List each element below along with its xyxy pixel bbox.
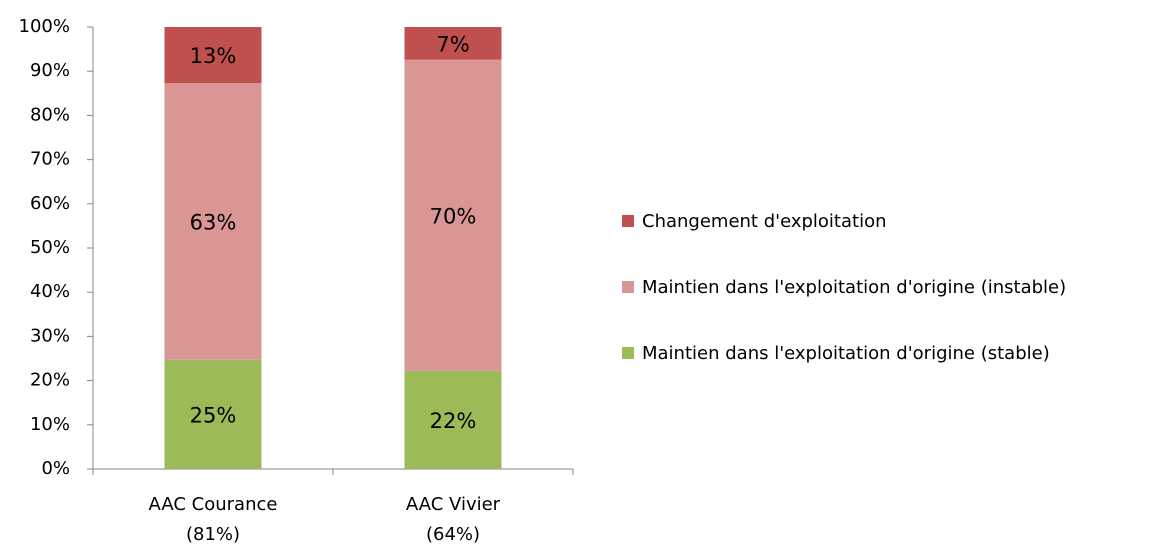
bar-segment — [164, 359, 262, 469]
legend-swatch — [622, 215, 634, 227]
data-label: 25% — [190, 403, 237, 427]
legend-label: Maintien dans l'exploitation d'origine (… — [642, 277, 1066, 298]
x-tick-label: AAC Courance (81%) — [149, 494, 278, 545]
y-tick-label: 60% — [30, 193, 70, 214]
legend-label: Changement d'exploitation — [642, 211, 887, 232]
x-tick-label: AAC Vivier (64%) — [406, 494, 501, 545]
bar-segment — [404, 27, 502, 60]
y-tick-label: 100% — [19, 16, 70, 37]
x-tick-label-line: (64%) — [426, 524, 480, 545]
y-tick-label: 0% — [41, 458, 70, 479]
legend-swatch — [622, 281, 634, 293]
legend-swatch — [622, 347, 634, 359]
y-tick-label: 20% — [30, 370, 70, 391]
bar-segment — [164, 83, 262, 360]
x-tick-label-line: AAC Courance — [149, 494, 278, 515]
x-tick-label-line: (81%) — [186, 524, 240, 545]
y-tick-label: 10% — [30, 414, 70, 435]
data-label: 13% — [190, 44, 237, 68]
bar-segment — [404, 59, 502, 371]
data-label: 7% — [436, 32, 469, 56]
y-tick-label: 80% — [30, 104, 70, 125]
y-tick-label: 30% — [30, 325, 70, 346]
x-tick-label-line: AAC Vivier — [406, 494, 501, 515]
bar-segment — [404, 370, 502, 469]
y-tick-label: 70% — [30, 149, 70, 170]
legend-label: Maintien dans l'exploitation d'origine (… — [642, 343, 1050, 364]
y-tick-label: 90% — [30, 60, 70, 81]
data-label: 63% — [190, 210, 237, 234]
y-tick-label: 40% — [30, 281, 70, 302]
y-tick-label: 50% — [30, 237, 70, 258]
data-label: 22% — [430, 409, 477, 433]
bar-segment — [164, 27, 262, 84]
data-label: 70% — [430, 204, 477, 228]
